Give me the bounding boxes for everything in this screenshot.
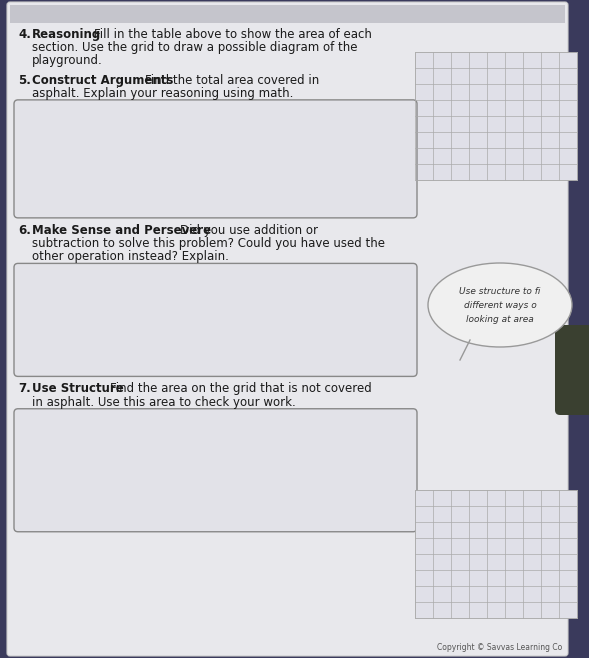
FancyBboxPatch shape xyxy=(14,100,417,218)
Ellipse shape xyxy=(428,263,572,347)
FancyBboxPatch shape xyxy=(7,2,568,656)
Text: Make Sense and Persevere: Make Sense and Persevere xyxy=(32,224,211,237)
Text: asphalt. Explain your reasoning using math.: asphalt. Explain your reasoning using ma… xyxy=(32,87,293,100)
Text: in asphalt. Use this area to check your work.: in asphalt. Use this area to check your … xyxy=(32,395,296,409)
Text: section. Use the grid to draw a possible diagram of the: section. Use the grid to draw a possible… xyxy=(32,41,358,54)
FancyBboxPatch shape xyxy=(14,409,417,532)
Text: Use Structure: Use Structure xyxy=(32,382,124,395)
Text: subtraction to solve this problem? Could you have used the: subtraction to solve this problem? Could… xyxy=(32,237,385,250)
Text: Fill in the table above to show the area of each: Fill in the table above to show the area… xyxy=(94,28,372,41)
Text: 6.: 6. xyxy=(18,224,31,237)
FancyBboxPatch shape xyxy=(555,325,589,415)
Text: 7.: 7. xyxy=(18,382,31,395)
Text: Use structure to fi: Use structure to fi xyxy=(459,286,541,295)
Text: Find the total area covered in: Find the total area covered in xyxy=(145,74,319,86)
Bar xyxy=(10,5,565,23)
Text: 4.: 4. xyxy=(18,28,31,41)
Text: Reasoning: Reasoning xyxy=(32,28,101,41)
Text: Copyright © Savvas Learning Co: Copyright © Savvas Learning Co xyxy=(437,643,562,652)
Text: Find the area on the grid that is not covered: Find the area on the grid that is not co… xyxy=(110,382,372,395)
Text: 5.: 5. xyxy=(18,74,31,86)
Text: other operation instead? Explain.: other operation instead? Explain. xyxy=(32,250,229,263)
Text: looking at area: looking at area xyxy=(466,315,534,324)
Text: playground.: playground. xyxy=(32,55,102,67)
Text: Did you use addition or: Did you use addition or xyxy=(180,224,318,237)
Bar xyxy=(415,490,577,618)
Bar xyxy=(415,52,577,180)
Text: different ways o: different ways o xyxy=(464,301,537,309)
Text: Construct Arguments: Construct Arguments xyxy=(32,74,173,86)
FancyBboxPatch shape xyxy=(14,263,417,376)
